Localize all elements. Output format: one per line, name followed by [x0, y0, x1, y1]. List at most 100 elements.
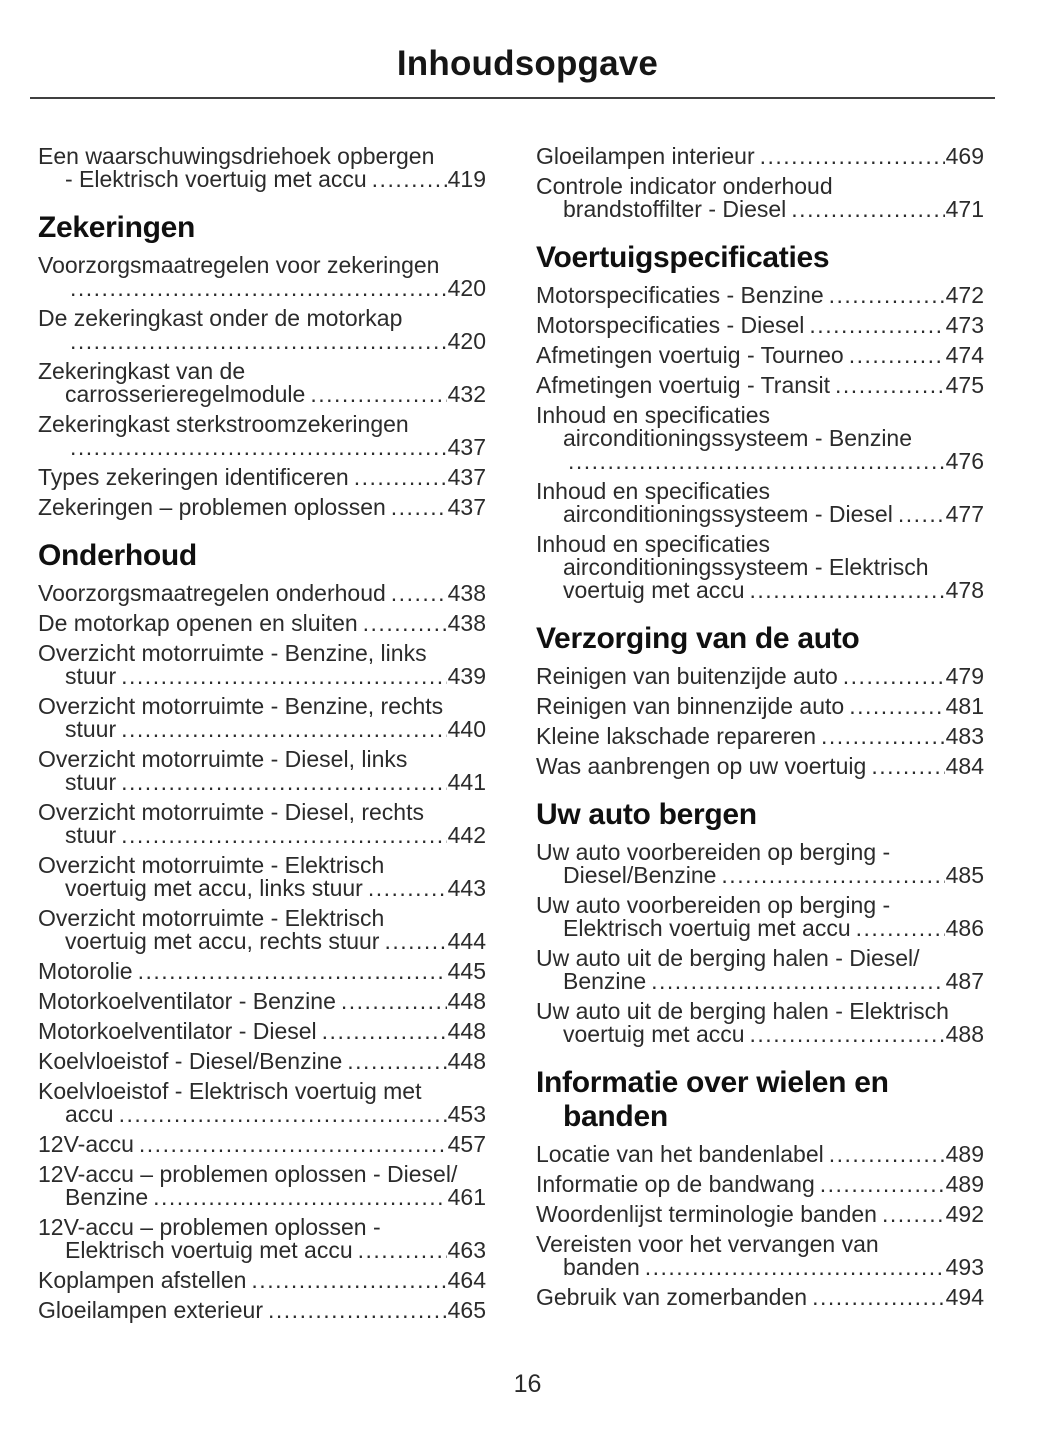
entry-page-number: 475: [945, 372, 984, 398]
dot-leader: [121, 665, 446, 688]
toc-entry: 12V-accu 457: [38, 1133, 486, 1156]
page-number: 16: [513, 1370, 542, 1398]
entry-title-text: Benzine: [65, 1184, 149, 1210]
section-heading-line: Verzorging van de auto: [536, 622, 860, 655]
entry-leader-line: Informatie op de bandwang 489: [536, 1173, 984, 1196]
entry-page-number: 481: [945, 693, 984, 719]
section-heading-line: banden: [563, 1100, 668, 1133]
entry-title-text: Gloeilampen interieur: [536, 143, 755, 169]
entry-page-number: 477: [945, 501, 984, 527]
toc-entry: Motorspecificaties - Diesel 473: [536, 314, 984, 337]
toc-entry: 12V-accu – problemen oplossen - Diesel/B…: [38, 1163, 486, 1209]
entry-title-line: Uw auto uit de berging halen - Diesel/: [536, 945, 920, 971]
entry-title-line: Inhoud en specificaties: [536, 478, 770, 504]
entry-page-number: 473: [945, 312, 984, 338]
entry-title-text: Motorspecificaties - Diesel: [536, 312, 805, 338]
entry-page-number: 420: [447, 328, 486, 354]
section-heading-line: Onderhoud: [38, 539, 197, 572]
section-heading-line: Uw auto bergen: [536, 798, 757, 831]
toc-entry: Uw auto voorbereiden op berging - Elektri…: [536, 894, 984, 940]
dot-leader: [70, 277, 447, 300]
entry-title-line: Inhoud en specificaties: [536, 402, 770, 428]
entry-leader-line: Zekeringen – problemen oplossen 437: [38, 496, 486, 519]
toc-entry: Gloeilampen exterieur 465: [38, 1299, 486, 1322]
entry-title-line: Zekeringkast sterkstroomzekeringen: [38, 411, 409, 437]
dot-leader: [849, 344, 945, 367]
entry-title-text: Reinigen van binnenzijde auto: [536, 693, 845, 719]
toc-entry: Zekeringen – problemen oplossen 437: [38, 496, 486, 519]
section-heading: Zekeringen: [38, 211, 486, 245]
entry-page-number: 448: [447, 988, 486, 1014]
toc-entry: Informatie op de bandwang 489: [536, 1173, 984, 1196]
dot-leader: [882, 1203, 945, 1226]
dot-leader: [391, 582, 447, 605]
entry-page-number: 441: [447, 769, 486, 795]
entry-page-number: 448: [447, 1048, 486, 1074]
entry-page-number: 440: [447, 716, 486, 742]
entry-leader-line: Koelvloeistof - Diesel/Benzine 448: [38, 1050, 486, 1073]
dot-leader: [568, 450, 945, 473]
entry-title-text: 12V-accu: [38, 1131, 134, 1157]
entry-leader-line: Motorspecificaties - Benzine 472: [536, 284, 984, 307]
toc-entry: Voorzorgsmaatregelen voor zekeringen 420: [38, 254, 486, 300]
dot-leader: [251, 1269, 446, 1292]
toc-entry: Uw auto uit de berging halen - Elektrisc…: [536, 1000, 984, 1046]
entry-page-number: 437: [447, 494, 486, 520]
entry-title-text: airconditioningssysteem - Diesel: [563, 501, 893, 527]
entry-page-number: 486: [945, 915, 984, 941]
entry-title-text: Gebruik van zomerbanden: [536, 1284, 808, 1310]
entry-leader-line: Gloeilampen interieur 469: [536, 145, 984, 168]
dot-leader: [347, 1050, 446, 1073]
dot-leader: [835, 374, 945, 397]
entry-title-line: Overzicht motorruimte - Elektrisch: [38, 905, 385, 931]
entry-title-text: Motorspecificaties - Benzine: [536, 282, 824, 308]
toc-entry: Was aanbrengen op uw voertuig 484: [536, 755, 984, 778]
entry-leader-line: Locatie van het bandenlabel 489: [536, 1143, 984, 1166]
toc-entry: Motorolie 445: [38, 960, 486, 983]
entry-leader-line: Diesel/Benzine 485: [563, 864, 984, 887]
toc-column-2: Gloeilampen interieur 469 Controle indicat…: [536, 145, 984, 1329]
dot-leader: [856, 917, 945, 940]
entry-title-text: Gloeilampen exterieur: [38, 1297, 264, 1323]
entry-title-text: voertuig met accu, rechts stuur: [65, 928, 380, 954]
entry-leader-line: voertuig met accu 488: [563, 1023, 984, 1046]
entry-leader-line: stuur 442: [65, 824, 486, 847]
entry-title-text: Afmetingen voertuig - Tourneo: [536, 342, 844, 368]
toc-entry: Overzicht motorruimte - Elektrisch voertu…: [38, 854, 486, 900]
entry-title-line: Overzicht motorruimte - Diesel, links: [38, 746, 408, 772]
dot-leader: [721, 864, 944, 887]
entry-title-text: banden: [563, 1254, 640, 1280]
entry-leader-line: Koplampen afstellen 464: [38, 1269, 486, 1292]
entry-page-number: 461: [447, 1184, 486, 1210]
entry-title-line: 12V-accu – problemen oplossen -: [38, 1214, 381, 1240]
entry-title-line: Controle indicator onderhoud: [536, 173, 833, 199]
toc-entry: Uw auto uit de berging halen - Diesel/Be…: [536, 947, 984, 993]
toc-entry: Gloeilampen interieur 469: [536, 145, 984, 168]
toc-entry: Reinigen van binnenzijde auto 481: [536, 695, 984, 718]
entry-leader-line: stuur 440: [65, 718, 486, 741]
dot-leader: [384, 930, 446, 953]
entry-leader-line: Elektrisch voertuig met accu 463: [65, 1239, 486, 1262]
toc-entry: Overzicht motorruimte - Elektrisch voertu…: [38, 907, 486, 953]
entry-leader-line: - Elektrisch voertuig met accu 419: [65, 168, 486, 191]
dot-leader: [310, 383, 446, 406]
toc-entry: Overzicht motorruimte - Diesel, links stu…: [38, 748, 486, 794]
dot-leader: [121, 771, 446, 794]
entry-title-line: airconditioningssysteem - Benzine: [563, 425, 913, 451]
toc-entry: Types zekeringen identificeren 437: [38, 466, 486, 489]
dot-leader: [645, 1256, 945, 1279]
entry-title-text: Elektrisch voertuig met accu: [65, 1237, 353, 1263]
entry-leader-line: 476: [563, 450, 984, 473]
entry-title-text: Benzine: [563, 968, 647, 994]
entry-page-number: 489: [945, 1141, 984, 1167]
dot-leader: [829, 1143, 945, 1166]
toc-entry: Zekeringkast van de carrosserieregelmodul…: [38, 360, 486, 406]
toc-entry: Koelvloeistof - Diesel/Benzine 448: [38, 1050, 486, 1073]
entry-page-number: 485: [945, 862, 984, 888]
dot-leader: [820, 1173, 945, 1196]
entry-leader-line: carrosserieregelmodule 432: [65, 383, 486, 406]
entry-leader-line: stuur 441: [65, 771, 486, 794]
section-heading: Voertuigspecificaties: [536, 241, 984, 275]
dot-leader: [391, 496, 447, 519]
